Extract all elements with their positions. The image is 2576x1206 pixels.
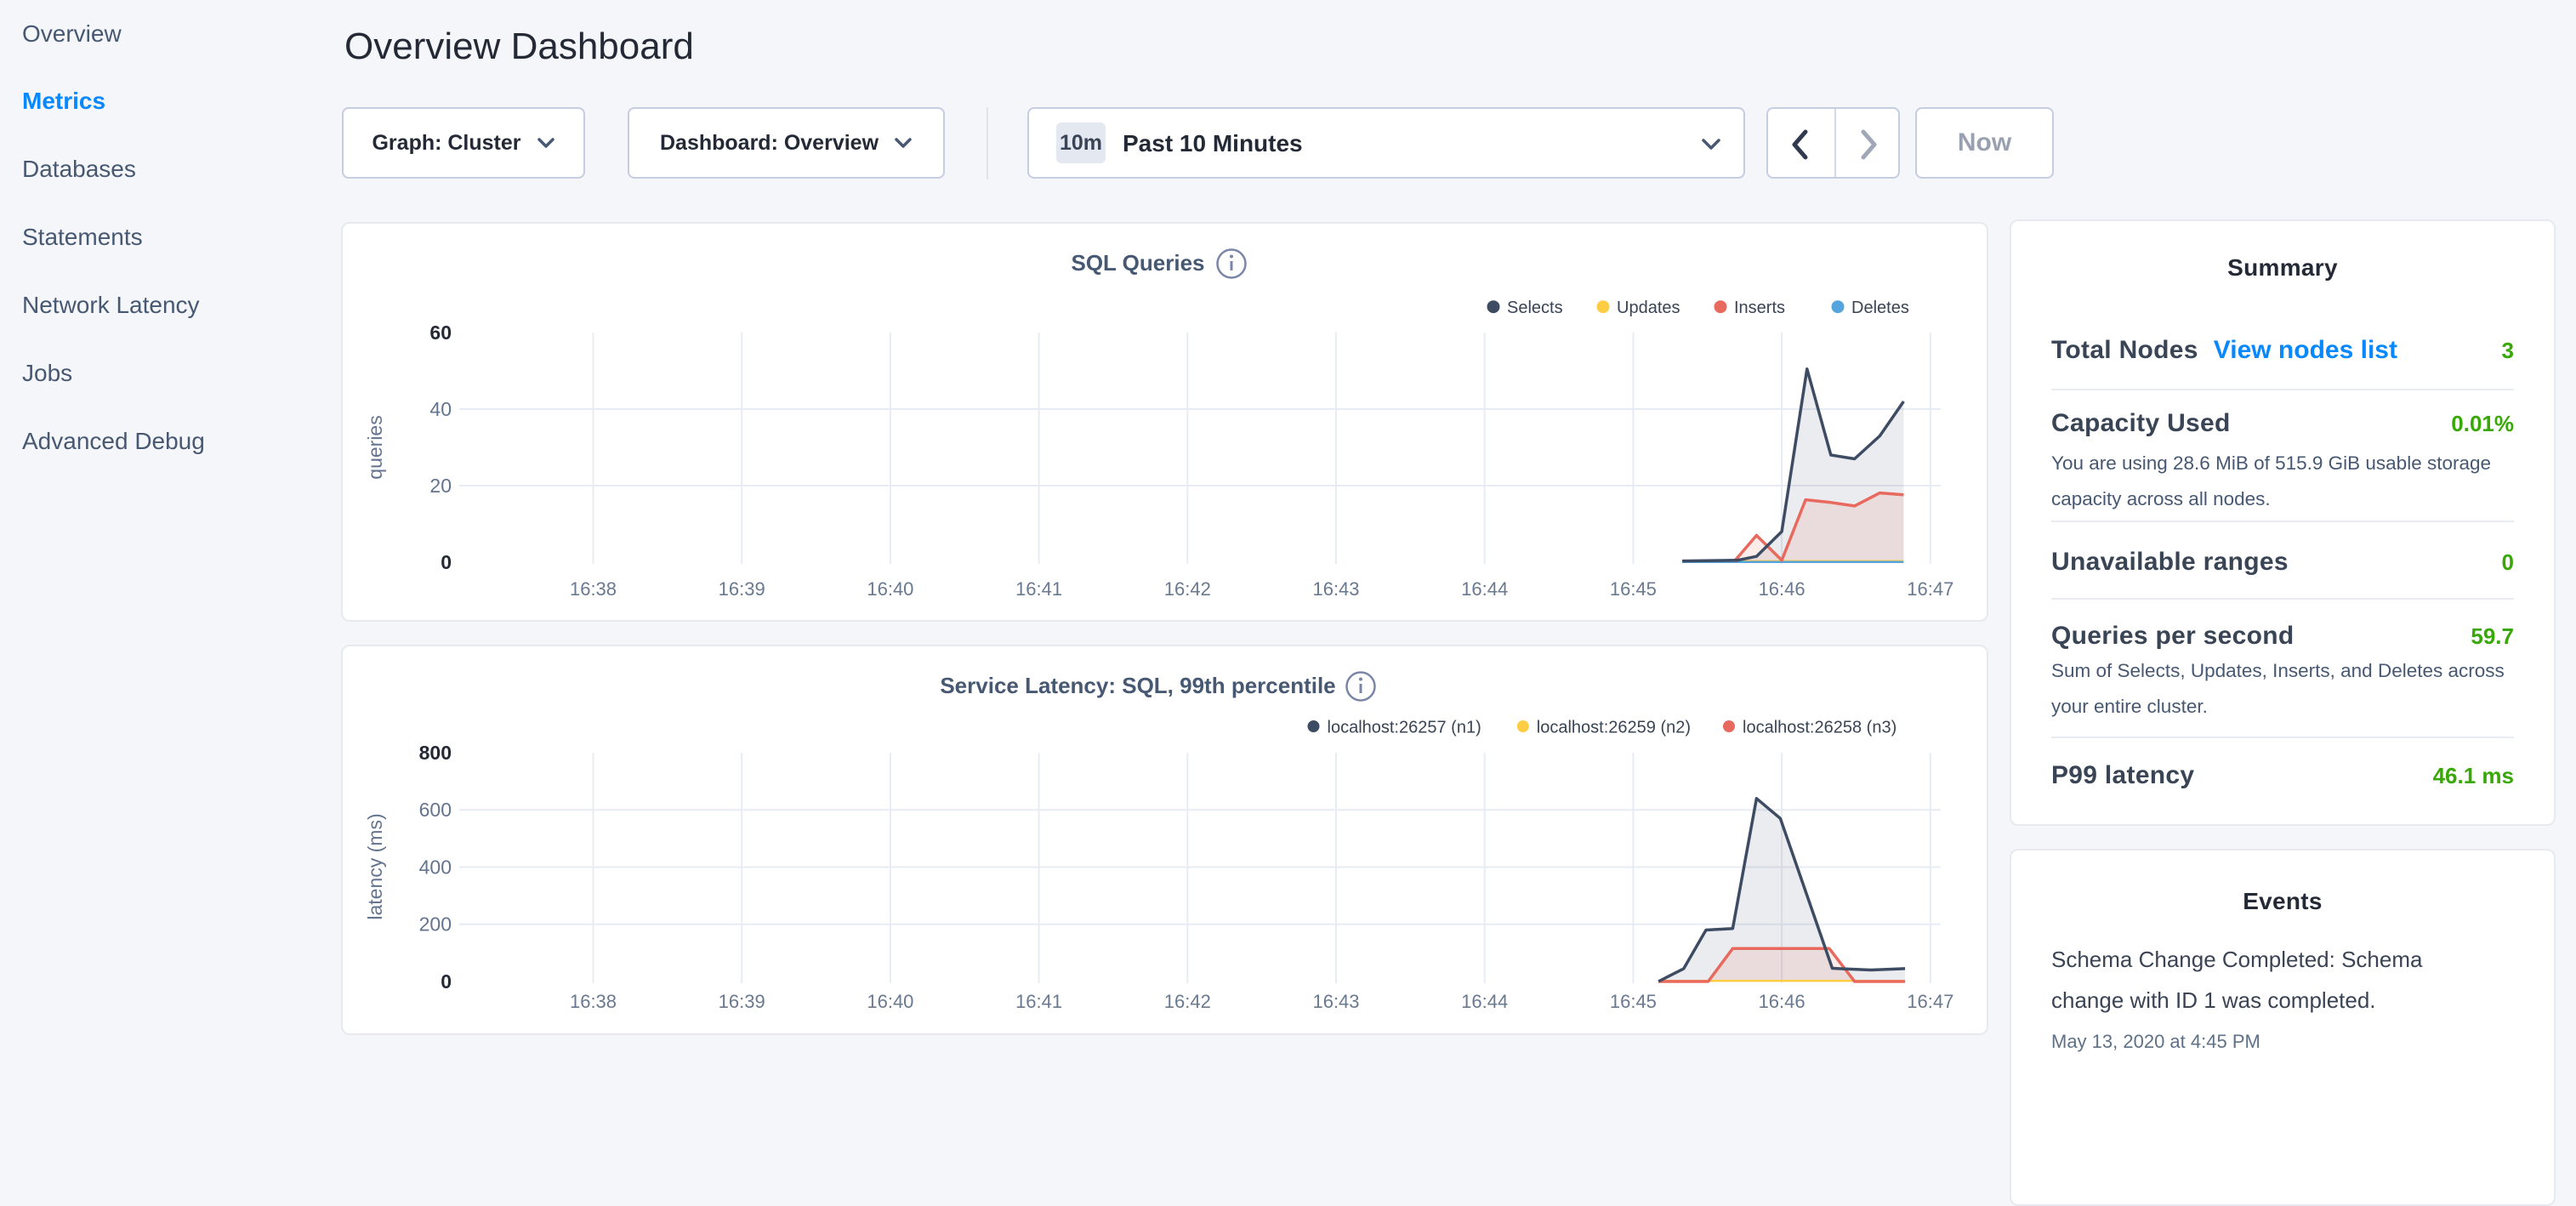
- svg-text:0: 0: [441, 551, 452, 573]
- svg-text:16:38: 16:38: [570, 991, 617, 1012]
- svg-text:16:39: 16:39: [719, 578, 765, 600]
- svg-text:16:46: 16:46: [1759, 991, 1805, 1012]
- svg-text:localhost:26257 (n1): localhost:26257 (n1): [1328, 719, 1481, 737]
- svg-text:Deletes: Deletes: [1851, 299, 1909, 317]
- svg-text:16:39: 16:39: [719, 991, 765, 1012]
- svg-text:60: 60: [429, 321, 452, 344]
- svg-text:16:43: 16:43: [1312, 578, 1359, 600]
- svg-text:localhost:26259 (n2): localhost:26259 (n2): [1537, 719, 1691, 737]
- svg-text:16:47: 16:47: [1907, 578, 1953, 600]
- svg-text:16:41: 16:41: [1015, 578, 1062, 600]
- svg-text:800: 800: [419, 742, 452, 764]
- svg-text:16:44: 16:44: [1461, 991, 1508, 1012]
- svg-text:16:40: 16:40: [867, 991, 913, 1012]
- svg-text:16:38: 16:38: [570, 578, 617, 600]
- svg-text:16:47: 16:47: [1907, 991, 1953, 1012]
- svg-text:16:42: 16:42: [1164, 991, 1211, 1012]
- svg-text:latency (ms): latency (ms): [364, 813, 386, 919]
- svg-text:16:45: 16:45: [1610, 578, 1657, 600]
- svg-text:20: 20: [429, 475, 452, 497]
- svg-text:16:40: 16:40: [867, 578, 913, 600]
- svg-text:16:45: 16:45: [1610, 991, 1657, 1012]
- svg-text:400: 400: [419, 856, 452, 879]
- svg-text:16:43: 16:43: [1312, 991, 1359, 1012]
- svg-text:Inserts: Inserts: [1734, 299, 1785, 317]
- svg-text:16:42: 16:42: [1164, 578, 1211, 600]
- svg-text:200: 200: [419, 913, 452, 936]
- svg-text:localhost:26258 (n3): localhost:26258 (n3): [1743, 719, 1896, 737]
- svg-text:queries: queries: [364, 415, 386, 479]
- svg-text:Updates: Updates: [1617, 299, 1680, 317]
- svg-text:Service Latency: SQL, 99th per: Service Latency: SQL, 99th percentile: [940, 673, 1335, 698]
- svg-text:16:41: 16:41: [1015, 991, 1062, 1012]
- svg-text:Selects: Selects: [1507, 299, 1563, 317]
- svg-text:16:44: 16:44: [1461, 578, 1508, 600]
- svg-text:40: 40: [429, 398, 452, 420]
- svg-text:0: 0: [441, 970, 452, 993]
- svg-text:SQL Queries: SQL Queries: [1071, 250, 1204, 276]
- svg-text:16:46: 16:46: [1759, 578, 1805, 600]
- svg-text:600: 600: [419, 799, 452, 821]
